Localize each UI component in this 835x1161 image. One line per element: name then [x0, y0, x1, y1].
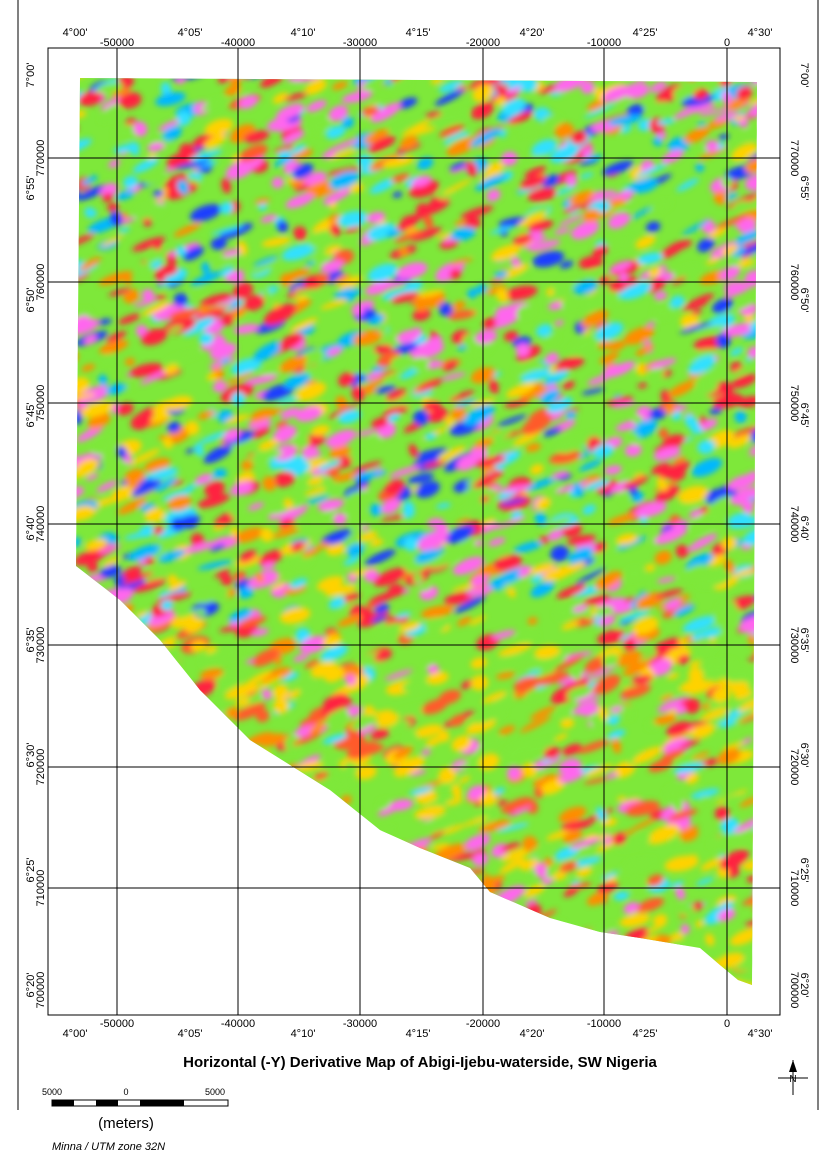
longitude-label: 4°10'	[291, 1028, 316, 1040]
longitude-label: 4°30'	[748, 1028, 773, 1040]
latitude-label: 6°50'	[798, 288, 810, 313]
northing-label: 720000	[788, 749, 800, 786]
easting-label: -20000	[466, 1018, 500, 1030]
north-label: N	[789, 1074, 796, 1085]
northing-label: 700000	[788, 972, 800, 1009]
latitude-label: 6°35'	[798, 628, 810, 653]
latitude-label: 6°20'	[798, 973, 810, 998]
axis-labels: -50000 -50000 -40000 -40000 -30000 -30000 -200…	[25, 27, 810, 1040]
longitude-label: 4°15'	[406, 1028, 431, 1040]
easting-label: -40000	[221, 1018, 255, 1030]
latitude-label: 6°40'	[798, 516, 810, 541]
longitude-label: 4°25'	[633, 1028, 658, 1040]
longitude-label: 4°10'	[291, 27, 316, 39]
latitude-label: 6°45'	[798, 403, 810, 428]
latitude-label: 7°00'	[798, 63, 810, 88]
northing-label: 720000	[35, 749, 47, 786]
easting-label: 0	[724, 37, 730, 49]
latitude-label: 6°30'	[25, 743, 37, 768]
easting-label: -30000	[343, 1018, 377, 1030]
longitude-label: 4°00'	[63, 27, 88, 39]
easting-label: 0	[724, 1018, 730, 1030]
north-arrow: N	[778, 1060, 808, 1095]
northing-label: 770000	[35, 140, 47, 177]
scale-label: 5000	[205, 1087, 225, 1097]
easting-label: -40000	[221, 37, 255, 49]
latitude-label: 6°55'	[25, 176, 37, 201]
scale-label: 5000	[42, 1087, 62, 1097]
northing-label: 740000	[788, 506, 800, 543]
northing-label: 730000	[788, 627, 800, 664]
northing-label: 750000	[788, 385, 800, 422]
latitude-label: 7°00'	[25, 63, 37, 88]
longitude-label: 4°15'	[406, 27, 431, 39]
grid	[48, 48, 780, 1015]
northing-label: 730000	[35, 627, 47, 664]
northing-label: 750000	[35, 385, 47, 422]
longitude-label: 4°05'	[178, 27, 203, 39]
scale-unit: (meters)	[98, 1115, 154, 1132]
easting-label: -20000	[466, 37, 500, 49]
easting-label: -50000	[100, 37, 134, 49]
easting-label: -10000	[587, 1018, 621, 1030]
easting-label: -30000	[343, 37, 377, 49]
northing-label: 710000	[788, 870, 800, 907]
latitude-label: 6°30'	[798, 743, 810, 768]
longitude-label: 4°25'	[633, 27, 658, 39]
northing-label: 760000	[35, 264, 47, 301]
longitude-label: 4°30'	[748, 27, 773, 39]
longitude-label: 4°05'	[178, 1028, 203, 1040]
latitude-label: 6°50'	[25, 288, 37, 313]
longitude-label: 4°20'	[520, 27, 545, 39]
scale-bar: 5000 0 5000 (meters)	[42, 1087, 229, 1132]
map-title: Horizontal (-Y) Derivative Map of Abigi-…	[183, 1054, 657, 1071]
scale-label: 0	[123, 1087, 128, 1097]
northing-label: 700000	[35, 972, 47, 1009]
longitude-label: 4°00'	[63, 1028, 88, 1040]
northing-label: 740000	[35, 506, 47, 543]
longitude-label: 4°20'	[520, 1028, 545, 1040]
easting-label: -50000	[100, 1018, 134, 1030]
map-frame	[47, 47, 781, 1016]
latitude-label: 6°55'	[798, 176, 810, 201]
latitude-label: 6°25'	[25, 858, 37, 883]
northing-label: 760000	[788, 264, 800, 301]
latitude-label: 6°45'	[25, 403, 37, 428]
latitude-label: 6°20'	[25, 973, 37, 998]
projection: Minna / UTM zone 32N	[52, 1141, 165, 1153]
northing-label: 710000	[35, 870, 47, 907]
easting-label: -10000	[587, 37, 621, 49]
latitude-label: 6°40'	[25, 516, 37, 541]
derivative-raster	[76, 78, 757, 985]
northing-label: 770000	[788, 140, 800, 177]
latitude-label: 6°25'	[798, 858, 810, 883]
latitude-label: 6°35'	[25, 628, 37, 653]
